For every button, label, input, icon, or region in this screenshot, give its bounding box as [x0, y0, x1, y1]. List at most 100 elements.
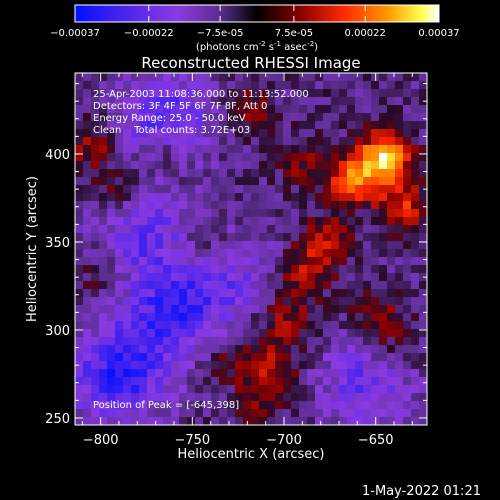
heatmap-cell [203, 177, 212, 186]
heatmap-cell [115, 353, 124, 362]
heatmap-cell [123, 241, 132, 250]
heatmap-cell [187, 417, 196, 425]
heatmap-cell [227, 257, 236, 266]
heatmap-cell [315, 169, 324, 178]
heatmap-cell [323, 241, 332, 250]
heatmap-cell [155, 201, 164, 210]
heatmap-cell [75, 225, 84, 234]
heatmap-cell [323, 321, 332, 330]
x-tick-labels: −800 −750 −700 −650 [83, 433, 394, 448]
heatmap-cell [155, 289, 164, 298]
heatmap-cell [235, 249, 244, 258]
heatmap-cell [395, 193, 404, 202]
heatmap-cell [315, 257, 324, 266]
heatmap-cell [299, 73, 308, 82]
heatmap-cell [395, 89, 404, 98]
heatmap-cell [107, 321, 116, 330]
heatmap-cell [139, 201, 148, 210]
heatmap-cell [291, 185, 300, 194]
heatmap-cell [291, 377, 300, 386]
heatmap-cell [75, 105, 84, 114]
heatmap-cell [243, 201, 252, 210]
heatmap-cell [195, 209, 204, 218]
heatmap-cell [187, 145, 196, 154]
heatmap-cell [259, 409, 268, 418]
heatmap-cell [267, 417, 276, 425]
heatmap-cell [211, 225, 220, 234]
heatmap-cell [331, 177, 340, 186]
heatmap-cell [411, 289, 420, 298]
heatmap-cell [155, 409, 164, 418]
heatmap-cell [75, 177, 84, 186]
heatmap-cell [315, 225, 324, 234]
heatmap-cell [147, 241, 156, 250]
heatmap-cell [339, 161, 348, 170]
heatmap-cell [75, 137, 84, 146]
heatmap-cell [187, 353, 196, 362]
heatmap-cell [307, 337, 316, 346]
heatmap-cell [163, 97, 172, 106]
heatmap-cell [259, 153, 268, 162]
heatmap-cell [307, 329, 316, 338]
heatmap-cell [379, 105, 388, 114]
heatmap-cell [211, 401, 220, 410]
heatmap-cell [139, 193, 148, 202]
heatmap-cell [347, 345, 356, 354]
heatmap-cell [163, 81, 172, 90]
heatmap-cell [363, 201, 372, 210]
heatmap-cell [171, 353, 180, 362]
heatmap-cell [195, 81, 204, 90]
heatmap-cell [235, 217, 244, 226]
heatmap-cell [75, 313, 84, 322]
heatmap-cell [315, 289, 324, 298]
heatmap-cell [243, 233, 252, 242]
heatmap-cell [163, 177, 172, 186]
heatmap-cell [379, 249, 388, 258]
heatmap-cell [171, 73, 180, 82]
heatmap-cell [75, 241, 84, 250]
heatmap-cell [331, 89, 340, 98]
heatmap-cell [419, 265, 427, 274]
heatmap-cell [75, 401, 84, 410]
heatmap-cell [243, 89, 252, 98]
heatmap-cell [323, 385, 332, 394]
heatmap-cell [107, 305, 116, 314]
heatmap-cell [163, 145, 172, 154]
heatmap-cell [75, 113, 84, 122]
heatmap-cell [99, 105, 108, 114]
heatmap-cell [227, 305, 236, 314]
heatmap-cell [99, 201, 108, 210]
heatmap-cell [355, 385, 364, 394]
heatmap-cell [171, 337, 180, 346]
heatmap-cell [235, 121, 244, 130]
heatmap-cell [403, 129, 412, 138]
heatmap-cell [187, 73, 196, 82]
heatmap-cell [91, 105, 100, 114]
heatmap-cell [243, 289, 252, 298]
heatmap-cell [395, 393, 404, 402]
heatmap-cell [291, 89, 300, 98]
heatmap-cell [299, 417, 308, 425]
heatmap-cell [403, 105, 412, 114]
heatmap-cell [419, 241, 427, 250]
heatmap-cell [387, 73, 396, 82]
heatmap-cell [283, 385, 292, 394]
heatmap-cell [155, 89, 164, 98]
heatmap-cell [123, 185, 132, 194]
heatmap-cell [107, 393, 116, 402]
heatmap-cell [203, 385, 212, 394]
heatmap-cell [171, 169, 180, 178]
heatmap-cell [171, 393, 180, 402]
heatmap-cell [347, 233, 356, 242]
heatmap-cell [115, 169, 124, 178]
heatmap-cell [339, 129, 348, 138]
heatmap-cell [235, 185, 244, 194]
heatmap-cell [339, 169, 348, 178]
heatmap-cell [139, 89, 148, 98]
heatmap-cell [379, 321, 388, 330]
heatmap-cell [139, 209, 148, 218]
heatmap-cell [195, 169, 204, 178]
heatmap-cell [123, 353, 132, 362]
heatmap-cell [227, 145, 236, 154]
heatmap-cell [251, 257, 260, 266]
